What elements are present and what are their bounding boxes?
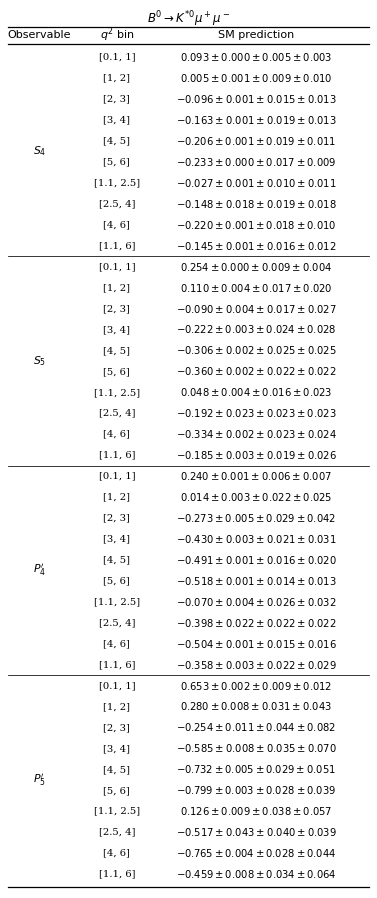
Text: [4, 5]: [4, 5] [103,765,130,774]
Text: [0.1, 1]: [0.1, 1] [98,262,135,271]
Text: $-0.430 \pm 0.003 \pm 0.021 \pm 0.031$: $-0.430 \pm 0.003 \pm 0.021 \pm 0.031$ [176,533,337,545]
Text: [3, 4]: [3, 4] [103,116,130,125]
Text: $-0.732 \pm 0.005 \pm 0.029 \pm 0.051$: $-0.732 \pm 0.005 \pm 0.029 \pm 0.051$ [176,763,336,775]
Text: $-0.504 \pm 0.001 \pm 0.015 \pm 0.016$: $-0.504 \pm 0.001 \pm 0.015 \pm 0.016$ [176,638,337,649]
Text: [1.1, 2.5]: [1.1, 2.5] [94,597,140,606]
Text: $-0.517 \pm 0.043 \pm 0.040 \pm 0.039$: $-0.517 \pm 0.043 \pm 0.040 \pm 0.039$ [176,826,337,838]
Text: [3, 4]: [3, 4] [103,534,130,543]
Text: [4, 5]: [4, 5] [103,136,130,145]
Text: $-0.222 \pm 0.003 \pm 0.024 \pm 0.028$: $-0.222 \pm 0.003 \pm 0.024 \pm 0.028$ [176,323,337,336]
Text: [2, 3]: [2, 3] [103,514,130,523]
Text: $-0.096 \pm 0.001 \pm 0.015 \pm 0.013$: $-0.096 \pm 0.001 \pm 0.015 \pm 0.013$ [176,93,337,105]
Text: $-0.206 \pm 0.001 \pm 0.019 \pm 0.011$: $-0.206 \pm 0.001 \pm 0.019 \pm 0.011$ [176,135,337,147]
Text: [5, 6]: [5, 6] [104,577,130,585]
Text: [1, 2]: [1, 2] [103,74,130,83]
Text: $0.653 \pm 0.002 \pm 0.009 \pm 0.012$: $0.653 \pm 0.002 \pm 0.009 \pm 0.012$ [180,680,333,691]
Text: $0.126 \pm 0.009 \pm 0.038 \pm 0.057$: $0.126 \pm 0.009 \pm 0.038 \pm 0.057$ [181,806,332,817]
Text: $q^2$ bin: $q^2$ bin [100,26,134,44]
Text: [4, 6]: [4, 6] [103,220,130,229]
Text: $P^{\prime}_5$: $P^{\prime}_5$ [33,771,46,788]
Text: [3, 4]: [3, 4] [103,744,130,753]
Text: [1.1, 6]: [1.1, 6] [99,869,135,878]
Text: [1, 2]: [1, 2] [103,492,130,501]
Text: $-0.163 \pm 0.001 \pm 0.019 \pm 0.013$: $-0.163 \pm 0.001 \pm 0.019 \pm 0.013$ [176,114,337,126]
Text: $0.048 \pm 0.004 \pm 0.016 \pm 0.023$: $0.048 \pm 0.004 \pm 0.016 \pm 0.023$ [180,386,333,399]
Text: $-0.765 \pm 0.004 \pm 0.028 \pm 0.044$: $-0.765 \pm 0.004 \pm 0.028 \pm 0.044$ [176,847,337,859]
Text: $P^{\prime}_4$: $P^{\prime}_4$ [33,562,46,578]
Text: [1.1, 2.5]: [1.1, 2.5] [94,806,140,815]
Text: $0.240 \pm 0.001 \pm 0.006 \pm 0.007$: $0.240 \pm 0.001 \pm 0.006 \pm 0.007$ [180,470,333,482]
Text: $-0.585 \pm 0.008 \pm 0.035 \pm 0.070$: $-0.585 \pm 0.008 \pm 0.035 \pm 0.070$ [176,743,337,754]
Text: $-0.027 \pm 0.001 \pm 0.010 \pm 0.011$: $-0.027 \pm 0.001 \pm 0.010 \pm 0.011$ [176,177,337,189]
Text: $0.014 \pm 0.003 \pm 0.022 \pm 0.025$: $0.014 \pm 0.003 \pm 0.022 \pm 0.025$ [180,491,333,503]
Text: $-0.518 \pm 0.001 \pm 0.014 \pm 0.013$: $-0.518 \pm 0.001 \pm 0.014 \pm 0.013$ [176,575,337,586]
Text: $-0.360 \pm 0.002 \pm 0.022 \pm 0.022$: $-0.360 \pm 0.002 \pm 0.022 \pm 0.022$ [176,365,337,377]
Text: Observable: Observable [8,30,71,40]
Text: [4, 6]: [4, 6] [103,849,130,858]
Text: $S_5$: $S_5$ [33,354,46,368]
Text: [2.5, 4]: [2.5, 4] [99,199,135,208]
Text: $-0.491 \pm 0.001 \pm 0.016 \pm 0.020$: $-0.491 \pm 0.001 \pm 0.016 \pm 0.020$ [176,554,337,566]
Text: [2, 3]: [2, 3] [103,723,130,732]
Text: $-0.799 \pm 0.003 \pm 0.028 \pm 0.039$: $-0.799 \pm 0.003 \pm 0.028 \pm 0.039$ [176,784,337,797]
Text: $0.110 \pm 0.004 \pm 0.017 \pm 0.020$: $0.110 \pm 0.004 \pm 0.017 \pm 0.020$ [180,282,333,294]
Text: [4, 5]: [4, 5] [103,555,130,564]
Text: $-0.185 \pm 0.003 \pm 0.019 \pm 0.026$: $-0.185 \pm 0.003 \pm 0.019 \pm 0.026$ [176,449,337,462]
Text: [0.1, 1]: [0.1, 1] [98,53,135,62]
Text: $0.005 \pm 0.001 \pm 0.009 \pm 0.010$: $0.005 \pm 0.001 \pm 0.009 \pm 0.010$ [180,72,333,84]
Text: [1.1, 2.5]: [1.1, 2.5] [94,388,140,397]
Text: $-0.192 \pm 0.023 \pm 0.023 \pm 0.023$: $-0.192 \pm 0.023 \pm 0.023 \pm 0.023$ [176,408,337,419]
Text: $0.280 \pm 0.008 \pm 0.031 \pm 0.043$: $0.280 \pm 0.008 \pm 0.031 \pm 0.043$ [180,700,333,712]
Text: $-0.145 \pm 0.001 \pm 0.016 \pm 0.012$: $-0.145 \pm 0.001 \pm 0.016 \pm 0.012$ [176,240,337,251]
Text: [0.1, 1]: [0.1, 1] [98,681,135,690]
Text: [4, 5]: [4, 5] [103,346,130,355]
Text: [3, 4]: [3, 4] [103,325,130,334]
Text: [2, 3]: [2, 3] [103,304,130,313]
Text: $B^0 \to K^{*0}\mu^+\mu^-$: $B^0 \to K^{*0}\mu^+\mu^-$ [147,10,230,29]
Text: [5, 6]: [5, 6] [104,157,130,166]
Text: SM prediction: SM prediction [218,30,294,40]
Text: $0.093 \pm 0.000 \pm 0.005 \pm 0.003$: $0.093 \pm 0.000 \pm 0.005 \pm 0.003$ [180,51,333,63]
Text: $S_4$: $S_4$ [33,145,46,158]
Text: [2, 3]: [2, 3] [103,94,130,103]
Text: [1.1, 6]: [1.1, 6] [99,660,135,669]
Text: $-0.233 \pm 0.000 \pm 0.017 \pm 0.009$: $-0.233 \pm 0.000 \pm 0.017 \pm 0.009$ [176,156,337,168]
Text: [4, 6]: [4, 6] [103,430,130,439]
Text: $-0.148 \pm 0.018 \pm 0.019 \pm 0.018$: $-0.148 \pm 0.018 \pm 0.019 \pm 0.018$ [176,198,337,210]
Text: $0.254 \pm 0.000 \pm 0.009 \pm 0.004$: $0.254 \pm 0.000 \pm 0.009 \pm 0.004$ [180,260,333,273]
Text: $-0.220 \pm 0.001 \pm 0.018 \pm 0.010$: $-0.220 \pm 0.001 \pm 0.018 \pm 0.010$ [176,219,337,231]
Text: $-0.306 \pm 0.002 \pm 0.025 \pm 0.025$: $-0.306 \pm 0.002 \pm 0.025 \pm 0.025$ [176,345,337,357]
Text: [5, 6]: [5, 6] [104,367,130,376]
Text: [2.5, 4]: [2.5, 4] [99,618,135,627]
Text: [2.5, 4]: [2.5, 4] [99,828,135,837]
Text: $-0.070 \pm 0.004 \pm 0.026 \pm 0.032$: $-0.070 \pm 0.004 \pm 0.026 \pm 0.032$ [176,595,337,608]
Text: [1.1, 2.5]: [1.1, 2.5] [94,179,140,188]
Text: [0.1, 1]: [0.1, 1] [98,471,135,480]
Text: $-0.398 \pm 0.022 \pm 0.022 \pm 0.022$: $-0.398 \pm 0.022 \pm 0.022 \pm 0.022$ [176,617,337,629]
Text: [1.1, 6]: [1.1, 6] [99,451,135,460]
Text: [1, 2]: [1, 2] [103,283,130,292]
Text: $-0.334 \pm 0.002 \pm 0.023 \pm 0.024$: $-0.334 \pm 0.002 \pm 0.023 \pm 0.024$ [176,428,337,440]
Text: [1, 2]: [1, 2] [103,702,130,711]
Text: $-0.090 \pm 0.004 \pm 0.017 \pm 0.027$: $-0.090 \pm 0.004 \pm 0.017 \pm 0.027$ [176,303,337,314]
Text: $-0.273 \pm 0.005 \pm 0.029 \pm 0.042$: $-0.273 \pm 0.005 \pm 0.029 \pm 0.042$ [176,512,336,524]
Text: $-0.459 \pm 0.008 \pm 0.034 \pm 0.064$: $-0.459 \pm 0.008 \pm 0.034 \pm 0.064$ [176,868,337,880]
Text: [2.5, 4]: [2.5, 4] [99,409,135,418]
Text: [5, 6]: [5, 6] [104,786,130,795]
Text: $-0.358 \pm 0.003 \pm 0.022 \pm 0.029$: $-0.358 \pm 0.003 \pm 0.022 \pm 0.029$ [176,658,337,671]
Text: [4, 6]: [4, 6] [103,639,130,648]
Text: [1.1, 6]: [1.1, 6] [99,242,135,251]
Text: $-0.254 \pm 0.011 \pm 0.044 \pm 0.082$: $-0.254 \pm 0.011 \pm 0.044 \pm 0.082$ [176,721,336,734]
